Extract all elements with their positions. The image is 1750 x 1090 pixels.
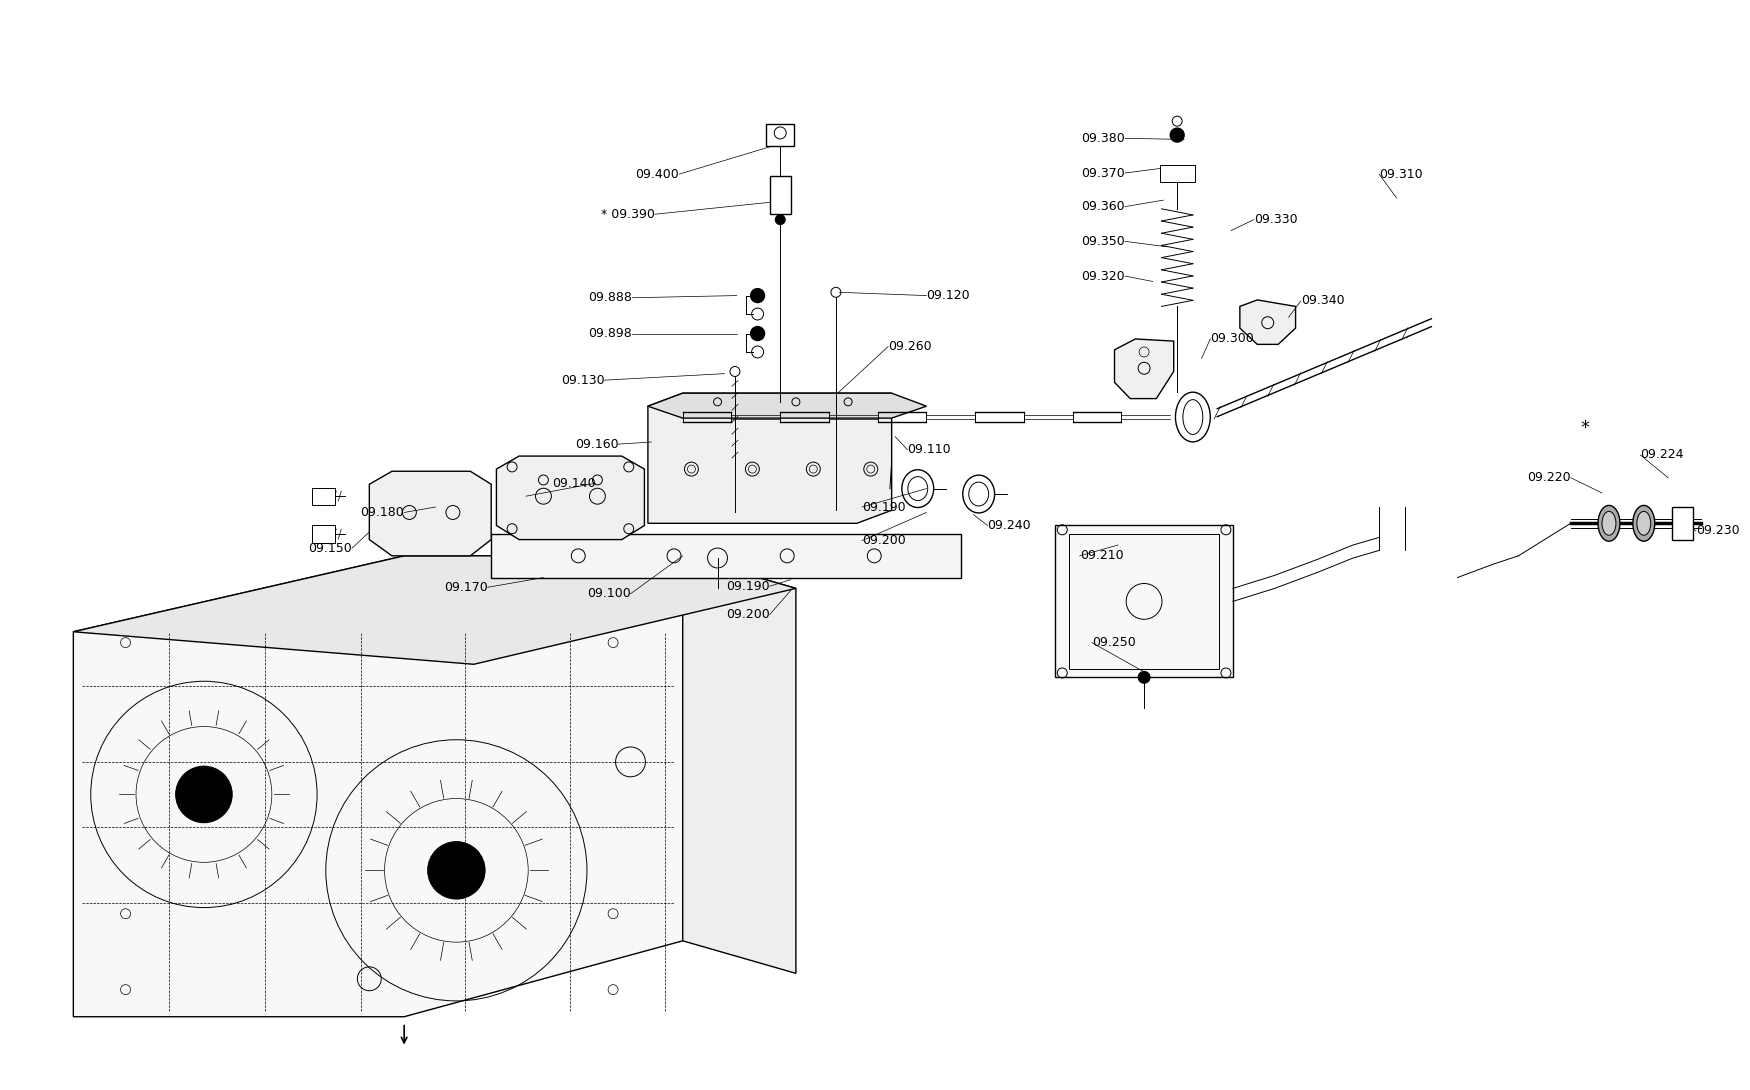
Ellipse shape [1636, 511, 1650, 535]
Bar [770, 177, 791, 215]
Text: 09.220: 09.220 [1528, 471, 1572, 484]
Polygon shape [1239, 300, 1295, 344]
Text: 09.300: 09.300 [1211, 332, 1255, 346]
Text: * 09.390: * 09.390 [600, 208, 654, 221]
Text: 09.110: 09.110 [906, 443, 950, 456]
Text: 09.250: 09.250 [1092, 637, 1136, 650]
Circle shape [175, 766, 233, 823]
Text: 09.190: 09.190 [726, 580, 770, 593]
Polygon shape [648, 393, 892, 523]
Text: 09.240: 09.240 [987, 519, 1031, 532]
Text: 09.160: 09.160 [574, 438, 618, 450]
Text: 09.180: 09.180 [360, 506, 404, 519]
Text: 09.400: 09.400 [635, 168, 679, 181]
Polygon shape [492, 534, 961, 578]
Text: 09.330: 09.330 [1253, 214, 1297, 226]
Polygon shape [682, 556, 796, 973]
Polygon shape [1055, 525, 1234, 677]
Text: 09.120: 09.120 [926, 289, 970, 302]
Text: 09.210: 09.210 [1080, 549, 1124, 562]
Text: 09.898: 09.898 [588, 327, 632, 340]
Bar [312, 525, 334, 543]
Circle shape [775, 215, 786, 225]
Circle shape [751, 327, 765, 340]
Circle shape [1138, 671, 1150, 683]
Polygon shape [497, 456, 644, 540]
Text: 09.320: 09.320 [1082, 269, 1125, 282]
Text: 09.230: 09.230 [1696, 524, 1740, 537]
Text: 09.200: 09.200 [726, 608, 770, 621]
Text: 09.224: 09.224 [1640, 448, 1683, 461]
Polygon shape [74, 556, 796, 664]
Text: 09.310: 09.310 [1379, 168, 1423, 181]
Bar [312, 487, 334, 505]
Circle shape [1171, 129, 1185, 142]
Ellipse shape [1598, 506, 1620, 542]
Text: 09.370: 09.370 [1082, 167, 1125, 180]
Text: 09.340: 09.340 [1300, 294, 1344, 307]
Circle shape [751, 289, 765, 303]
Circle shape [427, 841, 485, 899]
Text: *: * [1580, 419, 1589, 437]
Text: 09.130: 09.130 [560, 374, 604, 387]
Text: 09.170: 09.170 [444, 581, 488, 594]
Text: 09.380: 09.380 [1082, 132, 1125, 145]
Text: 09.360: 09.360 [1082, 201, 1125, 214]
Polygon shape [648, 393, 926, 419]
Text: 09.100: 09.100 [586, 588, 630, 601]
Bar [1160, 166, 1195, 182]
Text: 09.350: 09.350 [1082, 234, 1125, 247]
Text: 09.260: 09.260 [889, 340, 931, 353]
Text: 09.888: 09.888 [588, 291, 632, 304]
Polygon shape [74, 556, 682, 1017]
Polygon shape [1115, 339, 1174, 399]
Polygon shape [369, 471, 492, 556]
Text: 09.190: 09.190 [863, 500, 906, 513]
Ellipse shape [1633, 506, 1655, 542]
Bar [766, 124, 794, 146]
Bar [1671, 507, 1692, 540]
Text: 09.140: 09.140 [551, 476, 595, 489]
Ellipse shape [1601, 511, 1615, 535]
Text: 09.150: 09.150 [308, 542, 352, 555]
Text: 09.200: 09.200 [863, 534, 906, 547]
